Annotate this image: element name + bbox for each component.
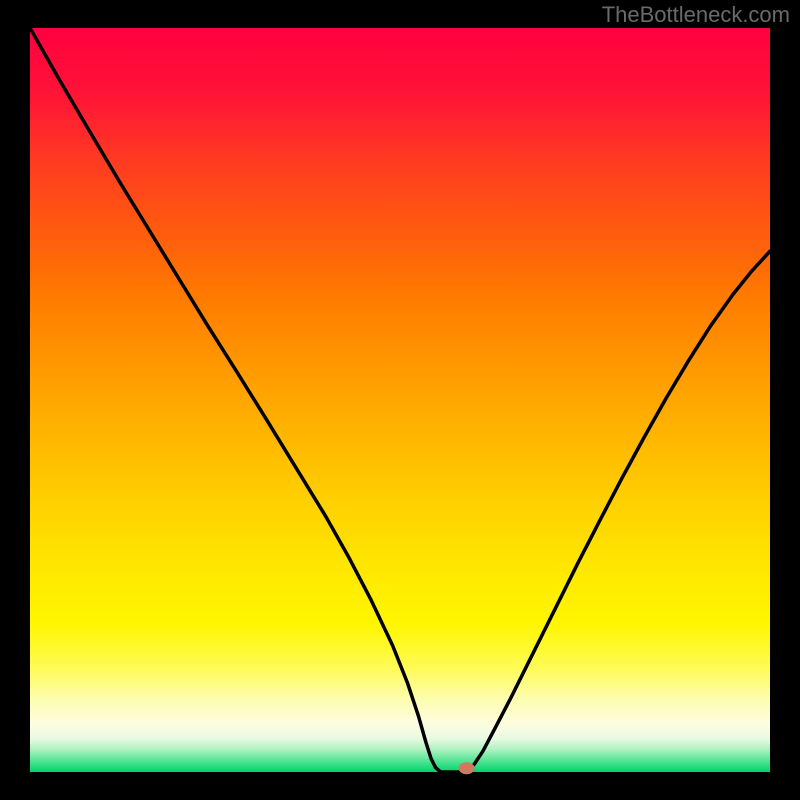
- optimum-marker: [459, 762, 475, 774]
- chart-container: TheBottleneck.com: [0, 0, 800, 800]
- watermark-text: TheBottleneck.com: [602, 2, 790, 28]
- bottleneck-chart: [0, 0, 800, 800]
